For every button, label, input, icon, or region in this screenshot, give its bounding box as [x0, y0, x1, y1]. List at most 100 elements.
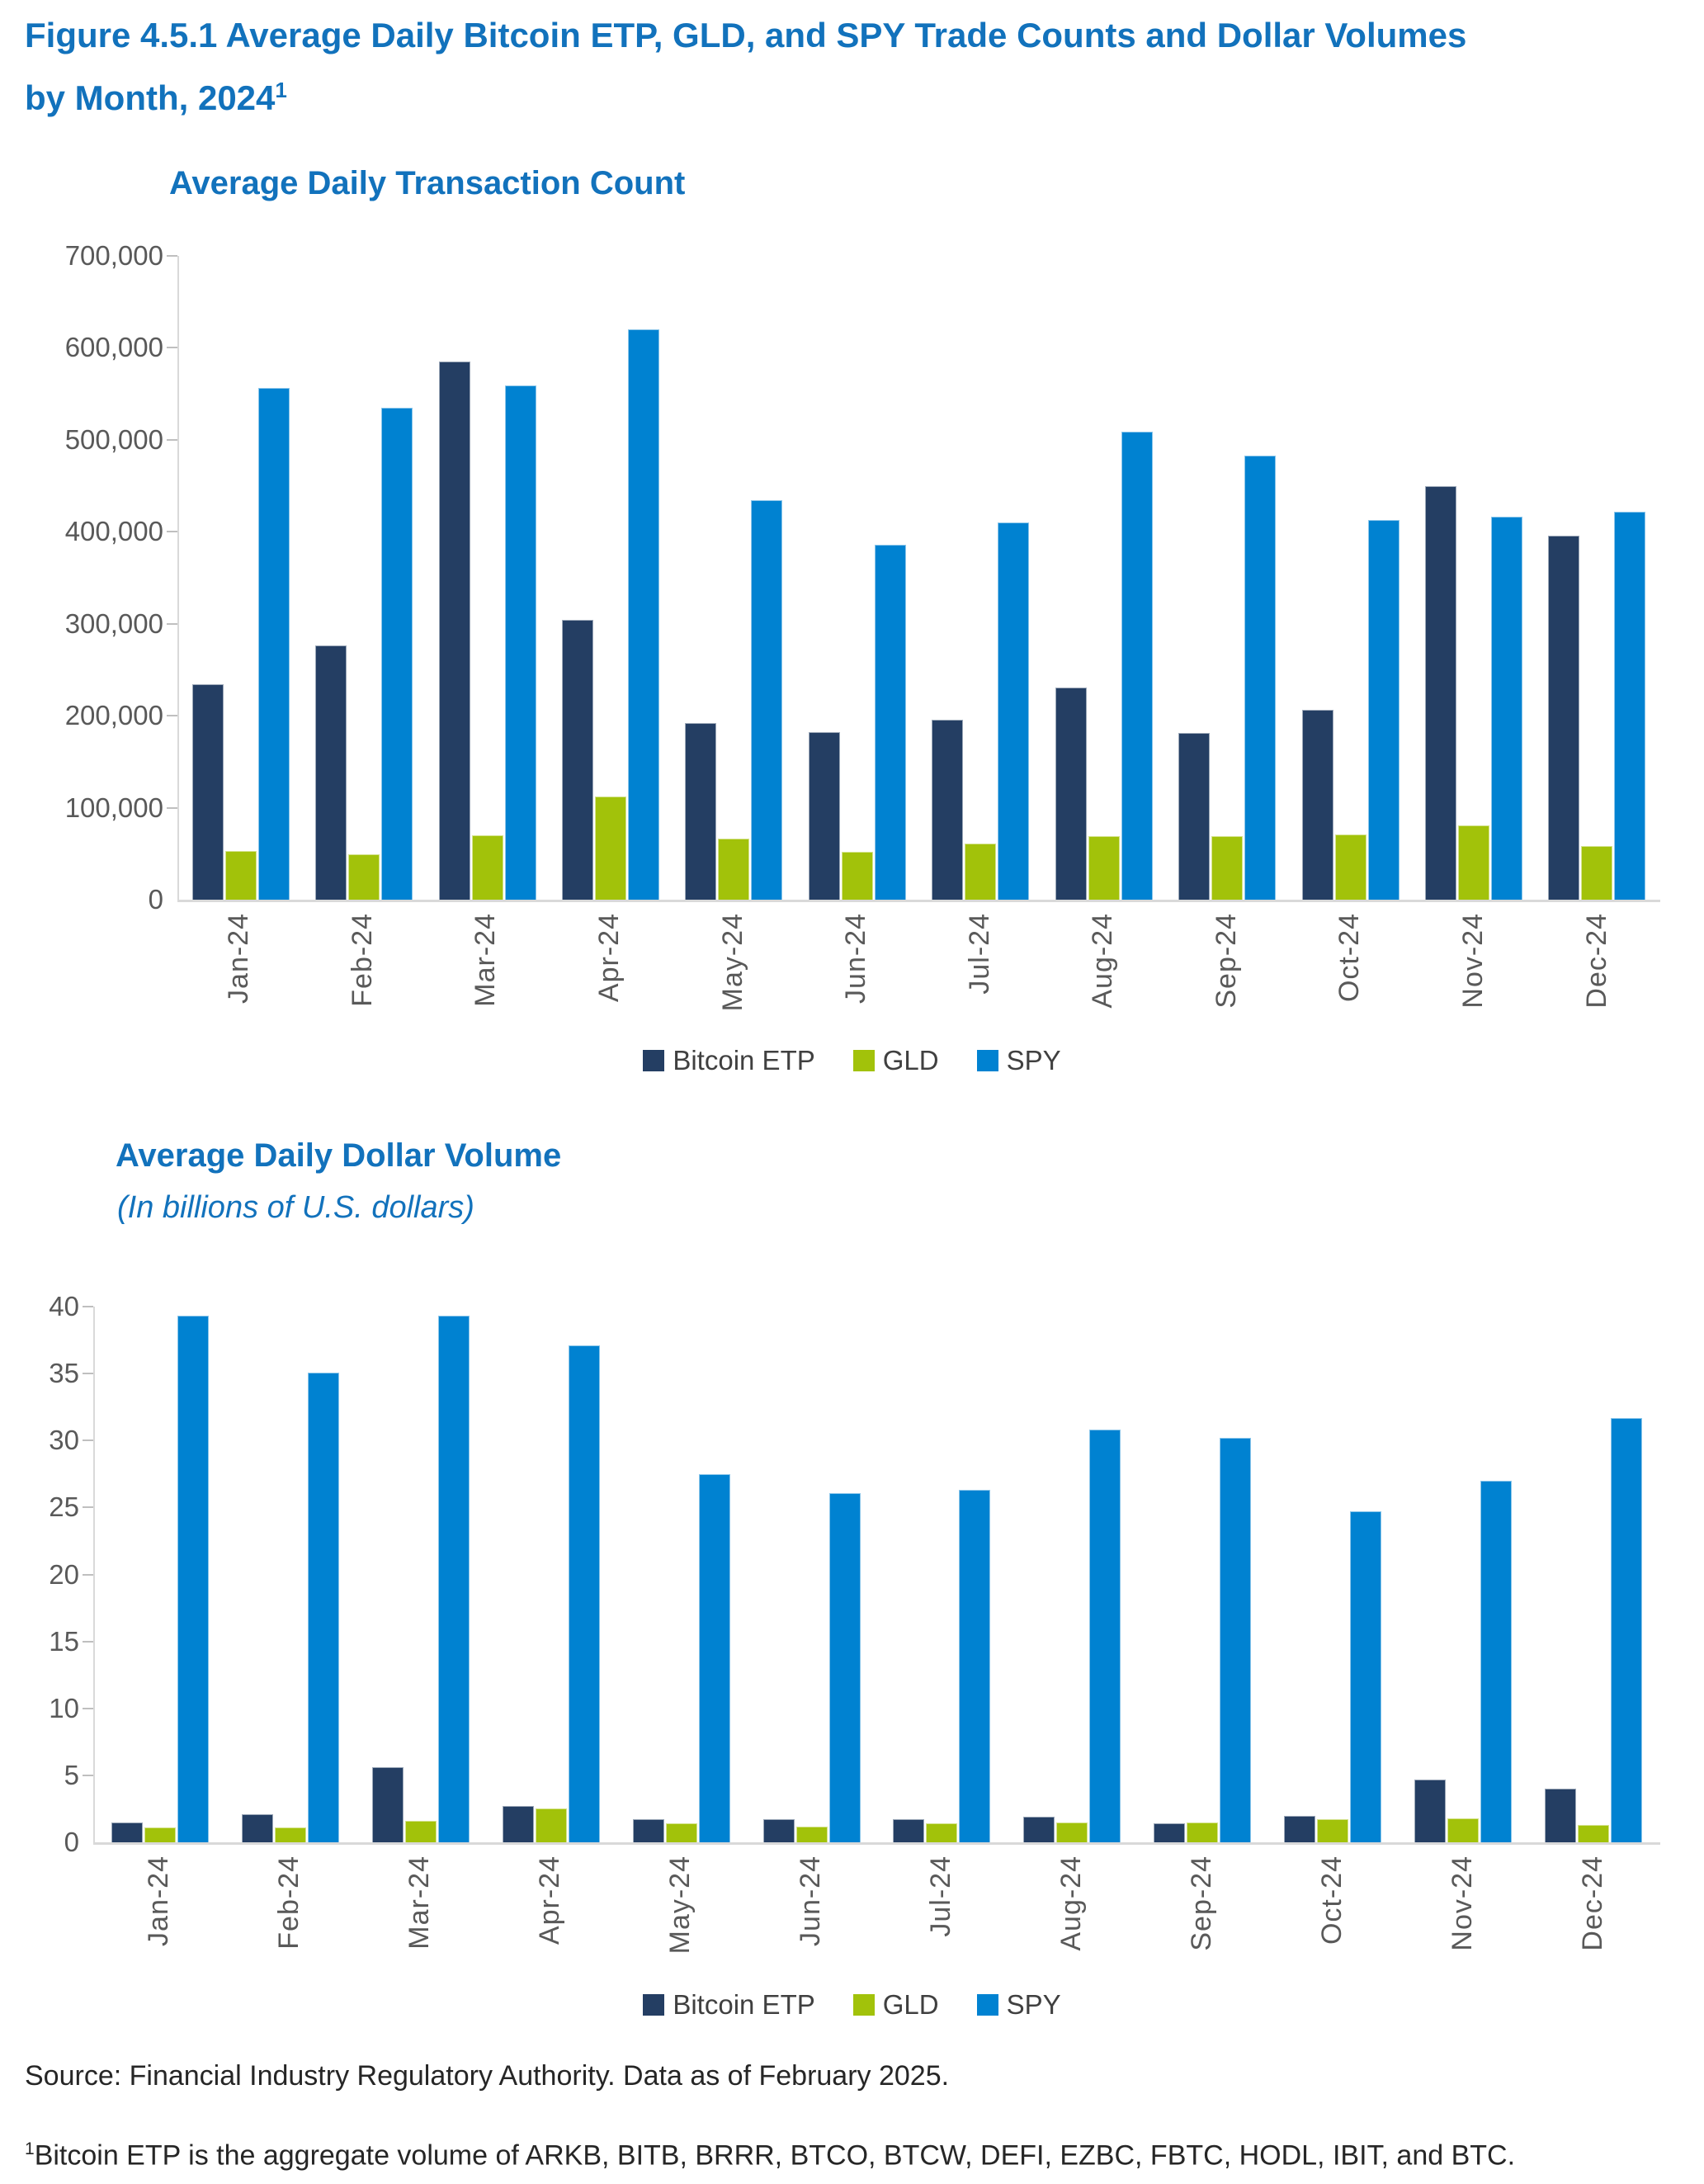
- legend-item-bitcoin-etp: Bitcoin ETP: [643, 1045, 815, 1076]
- y-axis-tick-mark: [167, 622, 177, 625]
- bar-bitcoin-etp-feb-24: [315, 645, 347, 900]
- bar-gld-feb-24: [348, 854, 380, 900]
- legend: Bitcoin ETP GLD SPY: [0, 1989, 1704, 2021]
- figure-title-line2: by Month, 2024: [25, 78, 276, 117]
- bar-group-Nov-24: [1398, 1307, 1528, 1842]
- bar-bitcoin-etp-may-24: [632, 1819, 664, 1842]
- bar-spy-dec-24: [1614, 512, 1646, 900]
- bar-spy-jul-24: [959, 1490, 991, 1842]
- y-axis-tick-mark: [167, 806, 177, 809]
- bar-bitcoin-etp-jan-24: [191, 684, 224, 900]
- x-axis-tick-label: Jun-24: [840, 913, 872, 1004]
- bar-spy-feb-24: [307, 1373, 339, 1842]
- y-axis-tick-mark: [83, 1506, 93, 1509]
- bar-group-Aug-24: [1007, 1307, 1137, 1842]
- y-axis-tick-mark: [167, 531, 177, 533]
- legend-item-spy: SPY: [976, 1045, 1061, 1076]
- y-axis-tick-label: 20: [49, 1558, 79, 1590]
- bar-gld-may-24: [718, 839, 750, 900]
- bar-gld-jan-24: [144, 1827, 176, 1842]
- y-axis-tick-mark: [83, 1573, 93, 1576]
- y-axis-tick-label: 0: [148, 884, 163, 915]
- legend-item-bitcoin-etp: Bitcoin ETP: [643, 1989, 815, 2021]
- bar-group-Jun-24: [795, 256, 918, 900]
- x-axis-tick-label: Oct-24: [1333, 913, 1366, 1003]
- y-axis-tick-label: 300,000: [64, 607, 163, 639]
- bar-spy-nov-24: [1490, 517, 1522, 900]
- x-axis-cell: Oct-24: [1267, 1855, 1398, 1996]
- x-axis-cell: Jul-24: [918, 913, 1041, 1053]
- bar-bitcoin-etp-jun-24: [762, 1819, 795, 1842]
- y-axis-tick-mark: [167, 438, 177, 441]
- bar-group-Apr-24: [486, 1307, 616, 1842]
- bar-bitcoin-etp-feb-24: [241, 1814, 273, 1842]
- bar-gld-mar-24: [471, 835, 503, 900]
- plot-area: [93, 1307, 1660, 1845]
- bar-gld-apr-24: [535, 1808, 567, 1842]
- bar-gld-jan-24: [224, 851, 257, 900]
- bar-bitcoin-etp-aug-24: [1055, 688, 1087, 900]
- x-axis-tick-label: Sep-24: [1186, 1855, 1218, 1951]
- y-axis-tick-mark: [167, 347, 177, 349]
- y-axis-tick-mark: [167, 715, 177, 717]
- x-axis-cell: Nov-24: [1412, 913, 1536, 1053]
- x-axis-tick-label: Nov-24: [1447, 1855, 1479, 1951]
- bar-gld-dec-24: [1581, 846, 1613, 900]
- bar-group-Nov-24: [1412, 256, 1535, 900]
- x-axis-tick-label: Mar-24: [470, 913, 502, 1007]
- bar-group-Feb-24: [225, 1307, 356, 1842]
- x-axis-tick-label: Dec-24: [1580, 913, 1612, 1009]
- bar-group-Apr-24: [549, 256, 672, 900]
- bar-spy-feb-24: [381, 408, 413, 900]
- x-axis-tick-label: Mar-24: [403, 1855, 435, 1950]
- x-axis-tick-label: Dec-24: [1577, 1855, 1609, 1951]
- x-axis-cell: Jun-24: [795, 913, 918, 1053]
- bar-gld-may-24: [665, 1823, 697, 1842]
- bar-bitcoin-etp-aug-24: [1023, 1817, 1055, 1842]
- bar-gld-aug-24: [1088, 836, 1120, 900]
- x-axis-tick-label: Feb-24: [346, 913, 378, 1007]
- bar-group-Jan-24: [95, 1307, 225, 1842]
- x-axis-tick-label: Jun-24: [794, 1855, 826, 1946]
- y-axis-tick-label: 5: [64, 1759, 79, 1790]
- bar-bitcoin-etp-jan-24: [111, 1822, 143, 1842]
- bar-bitcoin-etp-nov-24: [1414, 1780, 1447, 1842]
- legend-swatch-icon: [976, 1994, 998, 2016]
- x-axis-cell: Jan-24: [93, 1855, 224, 1996]
- x-axis-tick-label: Jul-24: [963, 913, 995, 995]
- x-axis-tick-label: Apr-24: [533, 1855, 565, 1945]
- x-axis-cell: Dec-24: [1535, 913, 1659, 1053]
- bar-bitcoin-etp-mar-24: [438, 362, 470, 900]
- y-axis-tick-label: 15: [49, 1625, 79, 1657]
- bar-gld-sep-24: [1187, 1822, 1219, 1842]
- bar-spy-mar-24: [437, 1316, 470, 1842]
- y-axis-tick-label: 700,000: [64, 240, 163, 271]
- x-axis-cell: Dec-24: [1528, 1855, 1659, 1996]
- bar-group-Mar-24: [356, 1307, 486, 1842]
- x-axis-tick-label: Aug-24: [1055, 1855, 1088, 1951]
- y-axis-tick-label: 35: [49, 1358, 79, 1389]
- bar-gld-jun-24: [795, 1827, 828, 1842]
- legend-swatch-icon: [643, 1050, 665, 1071]
- x-axis-cell: Sep-24: [1165, 913, 1289, 1053]
- bar-group-May-24: [616, 1307, 747, 1842]
- bar-gld-oct-24: [1317, 1819, 1349, 1842]
- x-axis-cell: Apr-24: [548, 913, 672, 1053]
- x-axis-cell: May-24: [671, 913, 795, 1053]
- bar-spy-may-24: [751, 500, 783, 900]
- x-axis-cell: Mar-24: [354, 1855, 484, 1996]
- bar-group-Oct-24: [1267, 1307, 1398, 1842]
- x-axis-tick-label: Nov-24: [1457, 913, 1489, 1009]
- x-axis-tick-label: Jan-24: [223, 913, 255, 1004]
- y-axis-tick-mark: [83, 1306, 93, 1307]
- bar-bitcoin-etp-apr-24: [561, 620, 593, 900]
- y-axis-tick-label: 10: [49, 1692, 79, 1723]
- x-axis-tick-label: Oct-24: [1316, 1855, 1348, 1945]
- bar-bitcoin-etp-oct-24: [1284, 1816, 1316, 1842]
- legend-label: SPY: [1006, 1989, 1061, 2020]
- x-axis-cell: Nov-24: [1398, 1855, 1528, 1996]
- bar-spy-apr-24: [627, 329, 659, 900]
- bar-group-Dec-24: [1528, 1307, 1659, 1842]
- legend-swatch-icon: [643, 1994, 665, 2016]
- y-axis-tick-label: 100,000: [64, 792, 163, 823]
